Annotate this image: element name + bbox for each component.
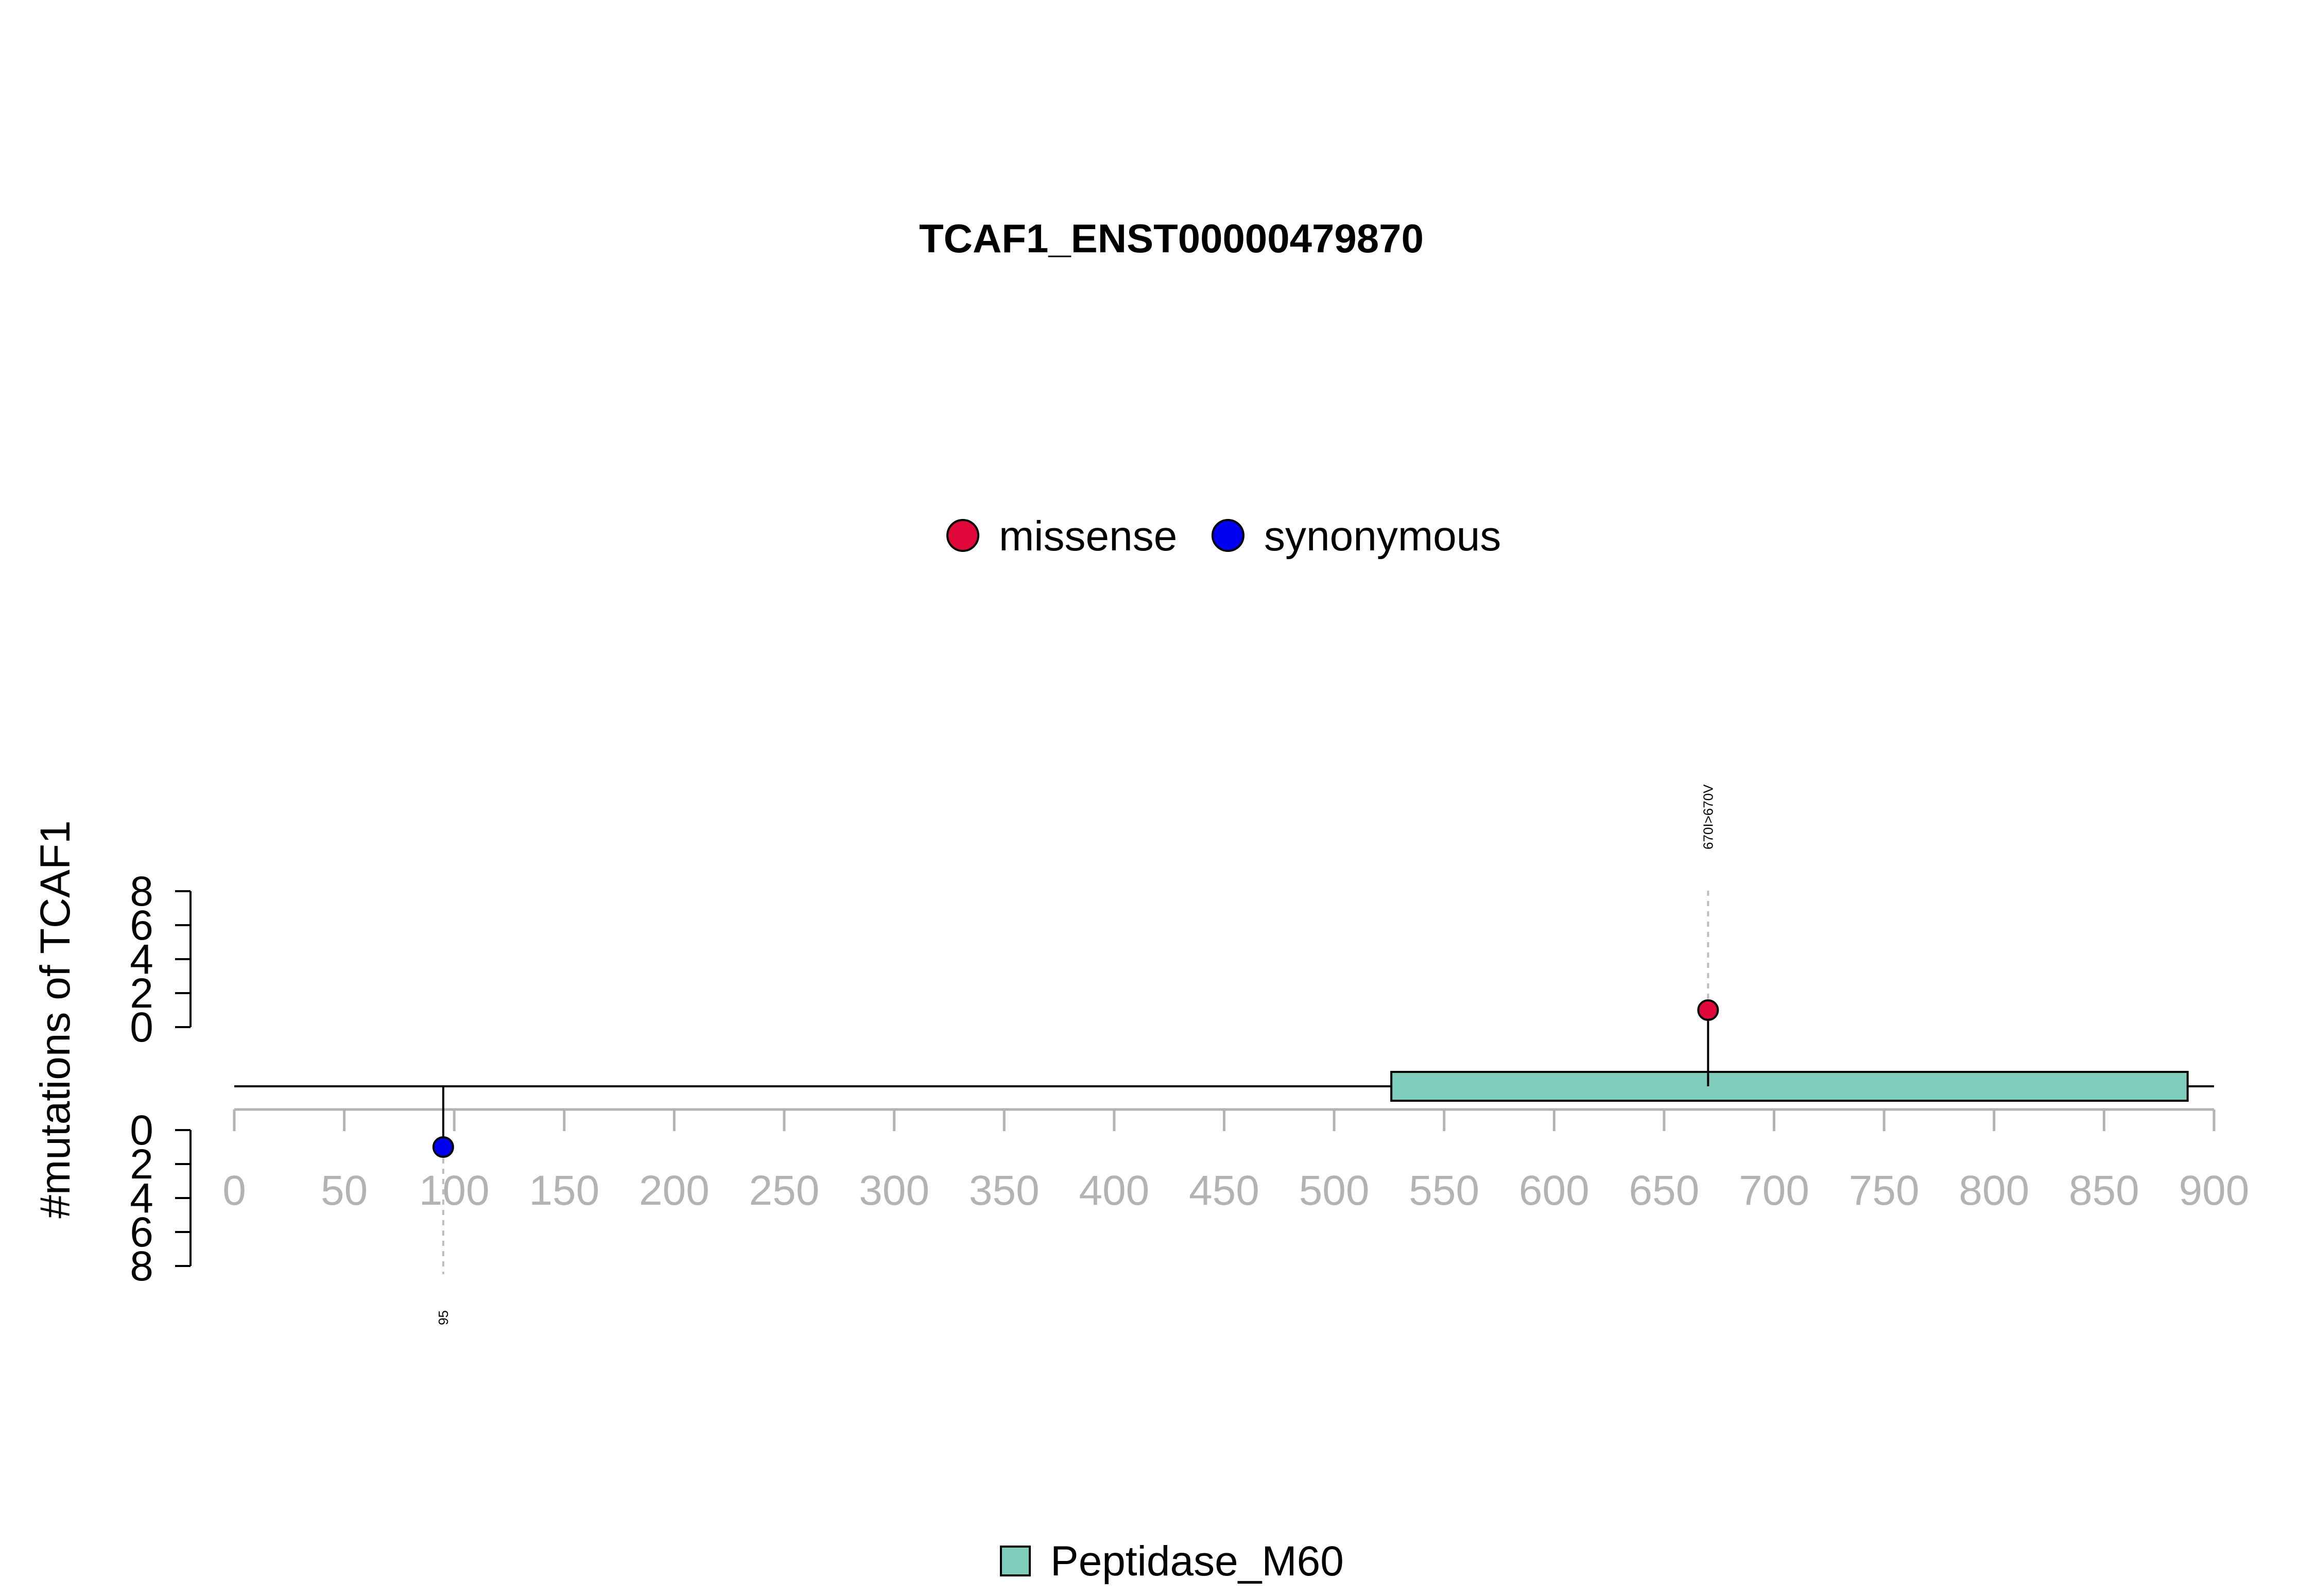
x-tick-label-650: 650: [1629, 1167, 1700, 1214]
x-tick-label-300: 300: [859, 1167, 929, 1214]
y-top-tick-label-0: 0: [130, 1004, 153, 1051]
x-tick-label-350: 350: [969, 1167, 1040, 1214]
y-axis-label: #mutations of TCAF1: [32, 820, 79, 1218]
y-bottom-tick-label-4: 4: [130, 1175, 153, 1222]
y-top-tick-label-4: 4: [130, 936, 153, 983]
y-bottom-tick-label-6: 6: [130, 1209, 153, 1256]
mutation-point-670: [1697, 999, 1719, 1021]
legend-marker-missense: [946, 519, 979, 552]
mutation-point-95: [432, 1136, 454, 1158]
x-tick-label-50: 50: [321, 1167, 368, 1214]
legend-label-synonymous: synonymous: [1264, 513, 1501, 560]
y-bottom-tick-label-2: 2: [130, 1141, 153, 1188]
x-tick-label-200: 200: [639, 1167, 710, 1214]
x-tick-label-550: 550: [1409, 1167, 1479, 1214]
domain-layer: [1390, 1071, 2189, 1102]
mutation-label-670: 670I>670V: [1700, 784, 1716, 849]
y-bottom-tick-label-8: 8: [130, 1243, 153, 1290]
domain-legend: Peptidase_M60: [1000, 1538, 1344, 1585]
y-top-tick-label-2: 2: [130, 970, 153, 1017]
x-tick-label-250: 250: [749, 1167, 820, 1214]
x-tick-label-500: 500: [1299, 1167, 1370, 1214]
y-bottom-tick-label-0: 0: [130, 1107, 153, 1154]
x-tick-label-600: 600: [1519, 1167, 1589, 1214]
y-top-tick-label-8: 8: [130, 868, 153, 915]
x-tick-label-0: 0: [222, 1167, 246, 1214]
domain-Peptidase_M60: [1390, 1071, 2189, 1102]
mutation-layer: 670I>670V 95: [432, 784, 1719, 1325]
x-tick-label-150: 150: [529, 1167, 599, 1214]
x-tick-label-100: 100: [419, 1167, 490, 1214]
x-tick-label-450: 450: [1189, 1167, 1259, 1214]
mutation-legend: missense synonymous: [946, 513, 1501, 560]
x-tick-label-900: 900: [2179, 1167, 2250, 1214]
legend-marker-synonymous: [1212, 519, 1244, 552]
x-tick-label-750: 750: [1849, 1167, 1920, 1214]
x-axis: 0 50 100 150 200 250 300 350 400 450 500 550 600 650 7…: [222, 1108, 2250, 1214]
domain-legend-label-Peptidase_M60: Peptidase_M60: [1050, 1538, 1344, 1585]
x-tick-label-700: 700: [1739, 1167, 1809, 1214]
x-tick-label-800: 800: [1959, 1167, 2029, 1214]
domain-legend-swatch-Peptidase_M60: [1000, 1546, 1031, 1576]
x-tick-label-850: 850: [2069, 1167, 2139, 1214]
mutation-label-95: 95: [436, 1310, 451, 1325]
chart-title: TCAF1_ENST00000479870: [919, 216, 1424, 261]
x-tick-label-400: 400: [1079, 1167, 1149, 1214]
y-top-tick-label-6: 6: [130, 902, 153, 949]
legend-label-missense: missense: [999, 513, 1177, 560]
